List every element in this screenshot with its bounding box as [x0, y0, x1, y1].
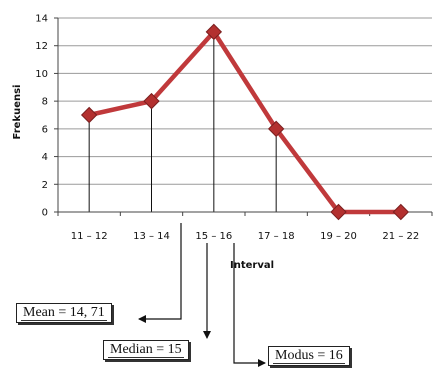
x-axis-label: Interval	[230, 260, 274, 271]
x-tick-labels: 11 – 12 13 – 14 15 – 16 17 – 18 19 – 20 21 – …	[71, 231, 419, 242]
data-point-5	[330, 203, 347, 221]
data-point-1	[80, 106, 98, 124]
x-tick-label-2: 13 – 14	[133, 231, 170, 242]
series-line	[86, 29, 404, 215]
y-tick-label-2: 2	[42, 180, 48, 191]
modus-arrow	[233, 243, 266, 367]
y-tick-label-8: 8	[42, 97, 48, 108]
drop-lines	[88, 31, 277, 212]
data-point-4	[267, 120, 285, 138]
x-tick-label-3: 15 – 16	[195, 231, 232, 242]
axes	[54, 17, 433, 216]
data-point-2	[143, 92, 160, 110]
median-annotation-text: Median = 15	[108, 342, 184, 358]
annotation-arrows	[138, 223, 266, 367]
y-axis-label: Frekuensi	[12, 85, 23, 140]
median-annotation: Median = 15	[103, 340, 189, 360]
y-tick-label-12: 12	[35, 41, 48, 52]
x-tick-label-4: 17 – 18	[258, 231, 295, 242]
series-markers	[80, 23, 410, 221]
x-tick-label-5: 19 – 20	[320, 231, 357, 242]
y-tick-label-4: 4	[42, 152, 48, 163]
series-line-path	[86, 29, 404, 215]
mean-annotation: Mean = 14, 71	[16, 303, 112, 323]
data-point-6	[392, 203, 410, 221]
gridlines	[58, 17, 432, 185]
modus-annotation-text: Modus = 16	[273, 348, 345, 364]
y-tick-label-6: 6	[42, 124, 48, 135]
x-tick-label-1: 11 – 12	[71, 231, 108, 242]
modus-annotation: Modus = 16	[268, 346, 350, 366]
data-point-3	[205, 23, 223, 41]
mean-arrow	[138, 223, 182, 323]
y-tick-label-10: 10	[35, 69, 48, 80]
y-tick-label-0: 0	[42, 208, 48, 219]
y-tick-label-14: 14	[35, 14, 48, 25]
x-tick-label-6: 21 – 22	[382, 231, 419, 242]
y-tick-labels: 0 2 4 6 8 10 12 14	[35, 14, 48, 219]
mean-annotation-text: Mean = 14, 71	[21, 305, 107, 321]
